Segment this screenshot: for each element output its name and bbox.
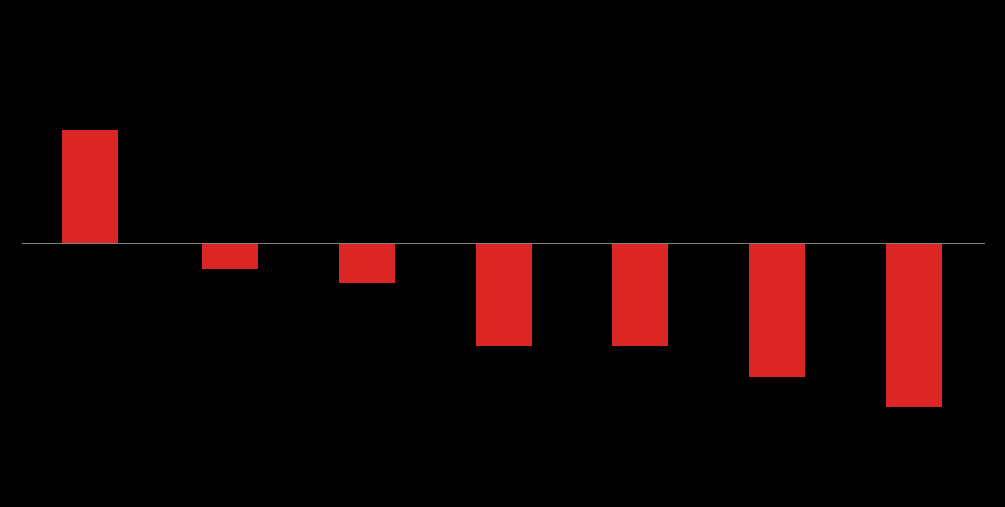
bar[interactable]: [749, 244, 805, 377]
zero-baseline: [22, 243, 985, 244]
bar[interactable]: [202, 244, 258, 269]
bar[interactable]: [339, 244, 395, 283]
bar[interactable]: [612, 244, 668, 346]
bar[interactable]: [476, 244, 532, 346]
bar[interactable]: [62, 130, 118, 243]
bar[interactable]: [886, 244, 942, 407]
